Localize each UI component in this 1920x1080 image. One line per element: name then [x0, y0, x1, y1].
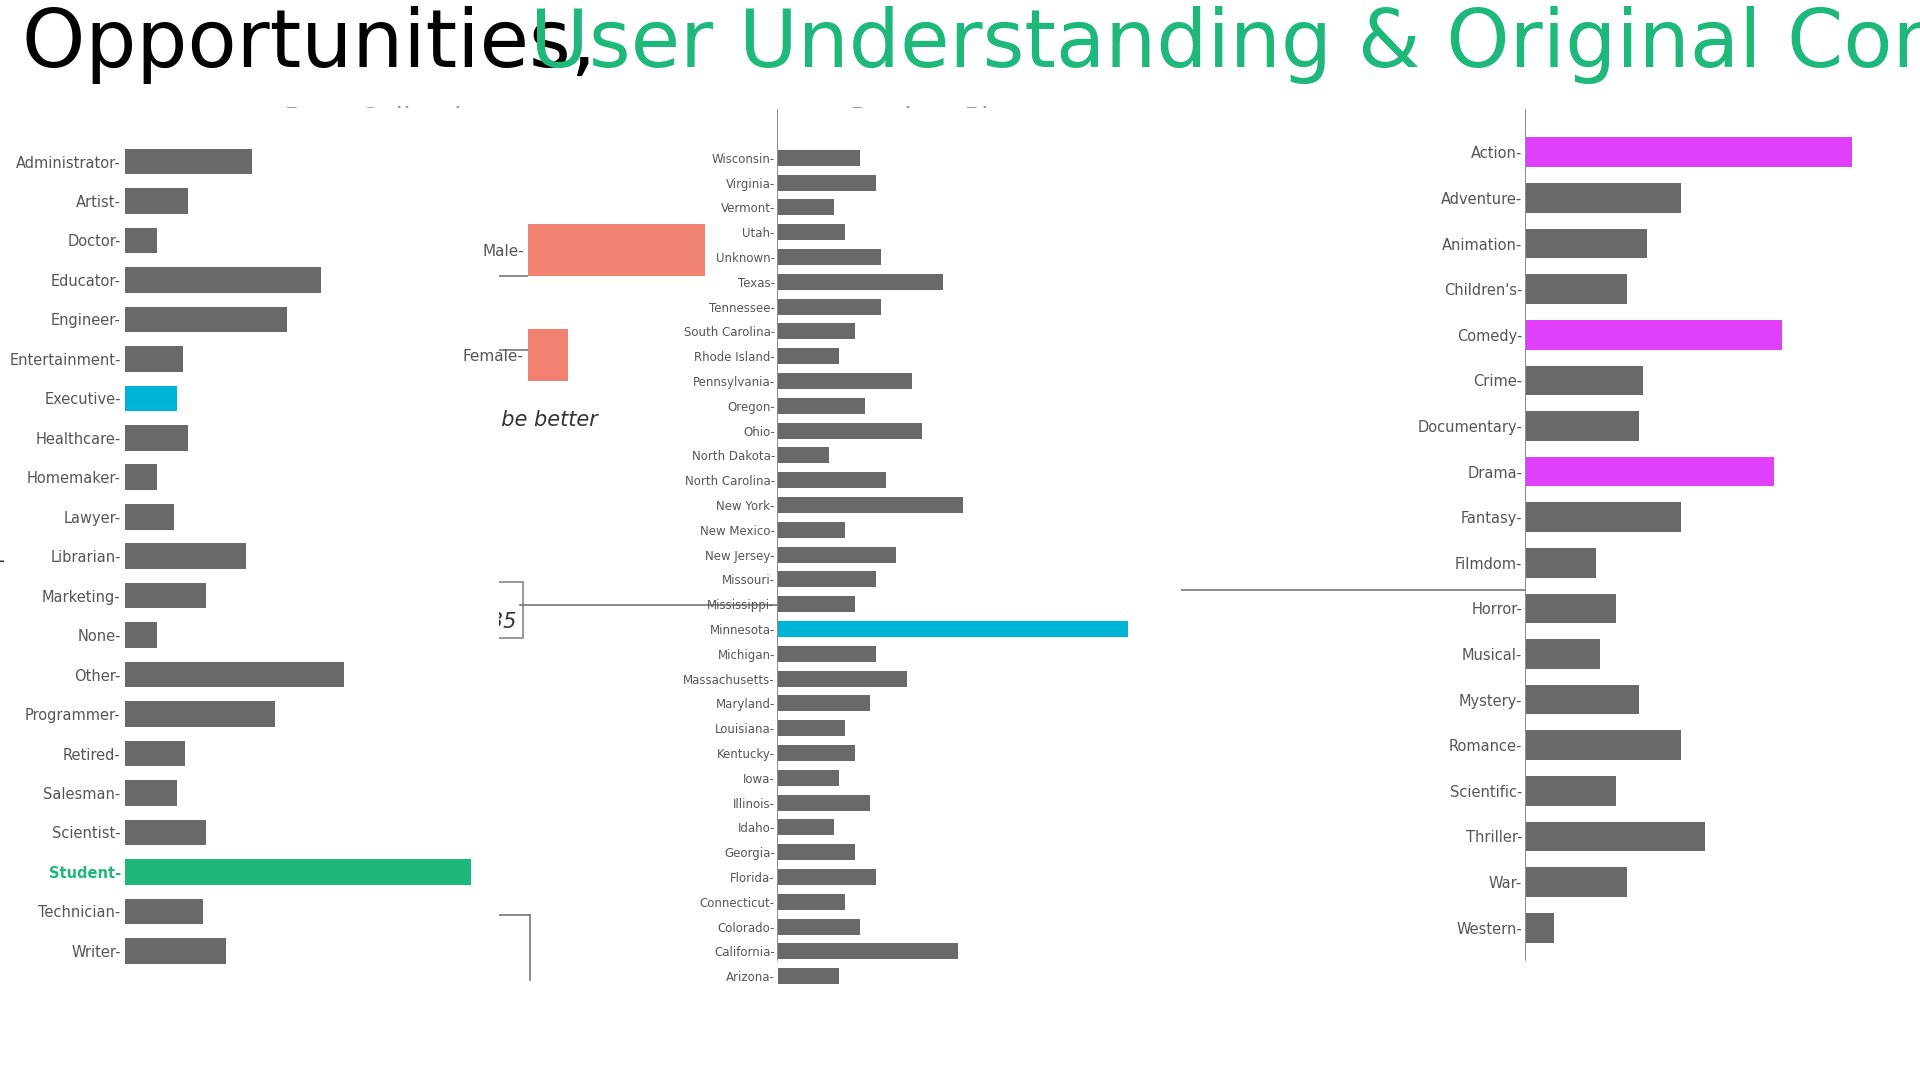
Bar [1526, 867, 1626, 896]
Bar [125, 780, 177, 806]
Bar [1526, 777, 1615, 806]
Text: Opportunities,: Opportunities, [21, 6, 622, 84]
Text: 🎭: 🎭 [1814, 813, 1866, 896]
Bar [778, 298, 881, 314]
Bar [125, 386, 177, 411]
Bar [778, 894, 845, 909]
Text: =: = [1757, 836, 1799, 885]
Circle shape [1592, 757, 1647, 813]
Bar [1526, 548, 1596, 578]
Circle shape [463, 903, 488, 927]
Bar [125, 346, 182, 372]
Bar [778, 646, 876, 662]
Text: Could be better: Could be better [436, 410, 597, 430]
Bar [778, 845, 854, 861]
Bar [125, 426, 188, 450]
Bar [778, 472, 885, 488]
Bar [1526, 365, 1644, 395]
Bar [778, 200, 835, 215]
Bar [778, 671, 906, 687]
Bar [778, 795, 870, 811]
Bar [125, 741, 186, 767]
Bar [125, 583, 205, 608]
Bar [778, 397, 866, 414]
Text: Product Placement: Product Placement [851, 106, 1110, 134]
Y-axis label: Occupation: Occupation [0, 505, 4, 607]
Bar [125, 820, 205, 846]
Bar [1526, 822, 1705, 851]
Bar [778, 745, 854, 761]
Bar [778, 696, 870, 712]
Bar [1526, 913, 1553, 943]
Bar [1526, 594, 1615, 623]
Bar [778, 323, 854, 339]
Bar [778, 150, 860, 166]
Bar [778, 869, 876, 886]
Bar [125, 464, 157, 490]
Bar [778, 422, 922, 438]
Bar [1526, 730, 1682, 760]
Bar [125, 149, 252, 174]
Text: Core users
Male, 18 - 35: Core users Male, 18 - 35 [380, 589, 516, 632]
Bar [125, 939, 227, 963]
Bar [778, 596, 854, 612]
Bar [778, 348, 839, 364]
Bar [778, 497, 964, 513]
Bar [1526, 320, 1782, 350]
Bar [125, 622, 157, 648]
Text: 4+ Stars: 4+ Stars [866, 580, 956, 600]
Bar [125, 662, 344, 687]
Bar [1526, 411, 1640, 441]
Bar [1526, 137, 1853, 167]
Bar [778, 175, 876, 191]
Bar [528, 328, 568, 381]
Bar [1526, 685, 1640, 715]
Bar [1526, 502, 1682, 532]
Circle shape [1062, 621, 1091, 648]
Text: 😊: 😊 [1818, 690, 1893, 759]
Bar [1526, 229, 1647, 258]
Bar [1526, 457, 1774, 486]
Bar [125, 701, 275, 727]
Bar [778, 522, 845, 538]
Bar [778, 546, 897, 563]
Bar [125, 228, 157, 254]
Bar [778, 373, 912, 389]
Bar [1526, 184, 1682, 213]
Text: 🍄: 🍄 [1826, 767, 1864, 833]
Bar [778, 968, 839, 984]
FancyBboxPatch shape [1724, 815, 1755, 845]
Bar [125, 504, 175, 529]
Bar [1526, 639, 1599, 669]
FancyBboxPatch shape [1584, 792, 1655, 888]
Bar [778, 273, 943, 289]
Text: User Understanding & Original Content: User Understanding & Original Content [530, 6, 1920, 84]
Bar [778, 248, 881, 265]
Bar [778, 720, 845, 737]
Bar [778, 943, 958, 959]
Bar [778, 225, 845, 240]
Bar [125, 188, 188, 214]
Bar [125, 859, 472, 885]
Bar [125, 543, 246, 569]
Bar [778, 571, 876, 588]
Bar [778, 919, 860, 934]
Bar [778, 770, 839, 786]
Bar [778, 621, 1129, 637]
FancyBboxPatch shape [1692, 811, 1755, 939]
Bar [528, 224, 705, 276]
Text: Data Collection: Data Collection [284, 106, 495, 134]
Bar [778, 820, 835, 836]
Bar [125, 307, 286, 333]
Bar [1526, 274, 1626, 303]
Bar [125, 899, 204, 924]
Bar [778, 447, 829, 463]
Bar [125, 267, 321, 293]
